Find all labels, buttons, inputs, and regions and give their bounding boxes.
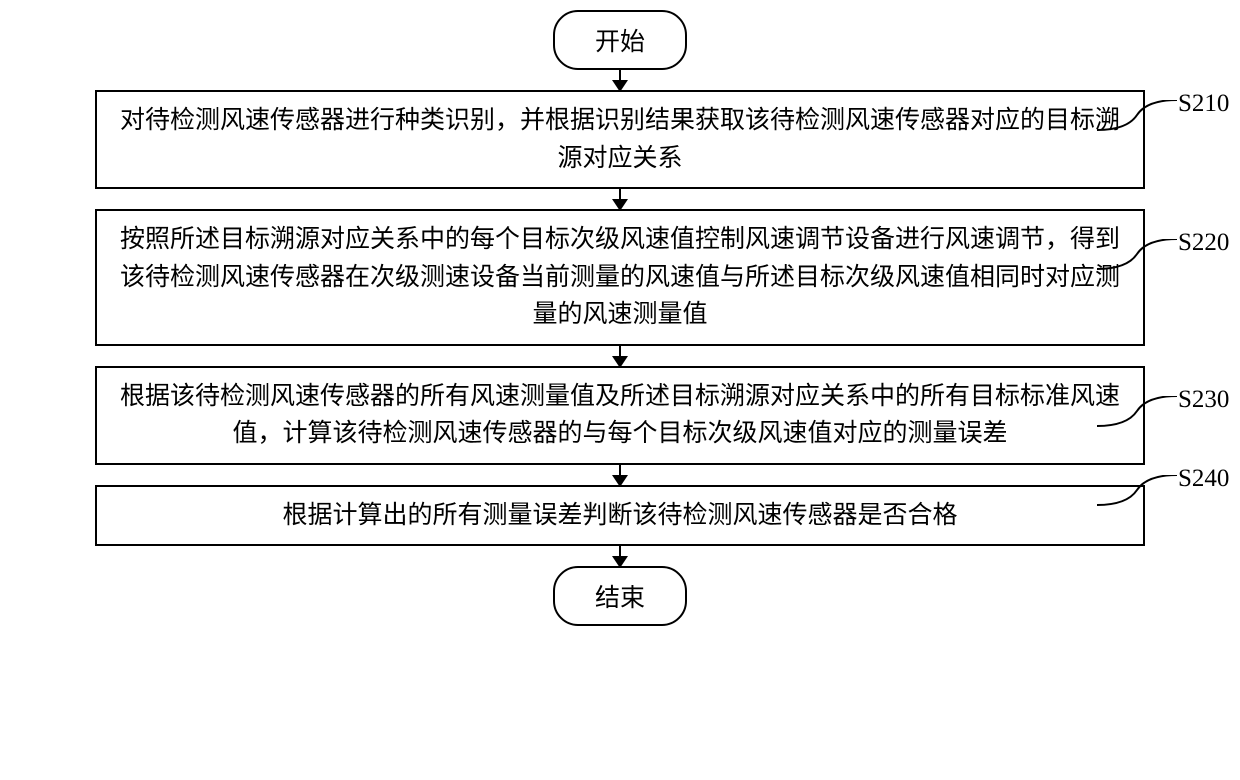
- step-text-3: 根据该待检测风速传感器的所有风速测量值及所述目标溯源对应关系中的所有目标标准风速…: [120, 383, 1120, 448]
- arrow-2: [619, 189, 621, 209]
- step-text-1: 对待检测风速传感器进行种类识别，并根据识别结果获取该待检测风速传感器对应的目标溯…: [120, 107, 1120, 172]
- arrow-5: [619, 546, 621, 566]
- connector-s230: [1097, 396, 1177, 436]
- flowchart-container: 开始 对待检测风速传感器进行种类识别，并根据识别结果获取该待检测风速传感器对应的…: [0, 10, 1240, 626]
- step-row-3: 根据该待检测风速传感器的所有风速测量值及所述目标溯源对应关系中的所有目标标准风速…: [0, 366, 1240, 465]
- arrow-1: [619, 70, 621, 90]
- step-text-4: 根据计算出的所有测量误差判断该待检测风速传感器是否合格: [282, 502, 957, 529]
- step-label-s230: S230: [1178, 386, 1229, 414]
- connector-s210: [1097, 100, 1177, 140]
- step-label-s210: S210: [1178, 90, 1229, 118]
- terminator-end: 结束: [553, 566, 687, 626]
- step-label-s220: S220: [1178, 229, 1229, 257]
- arrow-4: [619, 465, 621, 485]
- step-row-4: 根据计算出的所有测量误差判断该待检测风速传感器是否合格 S240: [0, 485, 1240, 547]
- start-label: 开始: [595, 29, 645, 56]
- connector-s220: [1097, 239, 1177, 279]
- process-box-s210: 对待检测风速传感器进行种类识别，并根据识别结果获取该待检测风速传感器对应的目标溯…: [95, 90, 1145, 189]
- step-row-2: 按照所述目标溯源对应关系中的每个目标次级风速值控制风速调节设备进行风速调节，得到…: [0, 209, 1240, 346]
- process-box-s240: 根据计算出的所有测量误差判断该待检测风速传感器是否合格: [95, 485, 1145, 547]
- terminator-start: 开始: [553, 10, 687, 70]
- step-row-1: 对待检测风速传感器进行种类识别，并根据识别结果获取该待检测风速传感器对应的目标溯…: [0, 90, 1240, 189]
- arrow-3: [619, 346, 621, 366]
- process-box-s220: 按照所述目标溯源对应关系中的每个目标次级风速值控制风速调节设备进行风速调节，得到…: [95, 209, 1145, 346]
- step-label-s240: S240: [1178, 465, 1229, 493]
- connector-s240: [1097, 475, 1177, 515]
- process-box-s230: 根据该待检测风速传感器的所有风速测量值及所述目标溯源对应关系中的所有目标标准风速…: [95, 366, 1145, 465]
- step-text-2: 按照所述目标溯源对应关系中的每个目标次级风速值控制风速调节设备进行风速调节，得到…: [120, 226, 1120, 328]
- end-label: 结束: [595, 585, 645, 612]
